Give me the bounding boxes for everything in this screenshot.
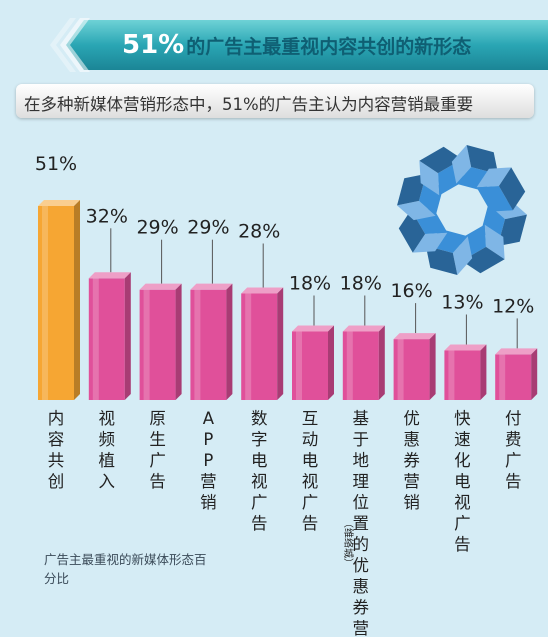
value-label: 16% xyxy=(390,280,432,302)
value-label: 29% xyxy=(136,217,178,239)
value-label: 51% xyxy=(35,153,77,175)
category-label: 互动电视广告 xyxy=(302,409,319,533)
category-label: A P P 营销 xyxy=(200,409,217,512)
subtitle-bar: 在多种新媒体营销形态中，51%的广告主认为内容营销最重要 xyxy=(16,84,534,118)
value-label: 12% xyxy=(492,295,534,317)
title-banner xyxy=(0,14,548,72)
category-label: 原生广告 xyxy=(149,409,166,491)
bar xyxy=(342,325,385,400)
page-title: 51% 的广告主最重视内容共创的新形态 xyxy=(122,30,471,60)
bar xyxy=(241,287,284,400)
category-label: 优惠券营销 xyxy=(403,409,420,512)
bar xyxy=(292,325,334,400)
title-percentage: 51% xyxy=(122,30,185,60)
value-label: 18% xyxy=(289,273,331,295)
category-label: 快速化电视广告 xyxy=(454,409,471,554)
value-labels: 51% 32% 29% 29% 28% 18% 18% 16% 13% 12% xyxy=(35,153,534,317)
title-text: 的广告主最重视内容共创的新形态 xyxy=(186,36,472,58)
bar xyxy=(38,200,80,400)
bar xyxy=(393,333,436,400)
cube-icon xyxy=(476,167,526,212)
value-label: 32% xyxy=(86,205,128,227)
bar xyxy=(444,344,487,400)
bar xyxy=(139,283,182,400)
category-label: 基于地理位置的优惠券营销 xyxy=(353,409,370,637)
value-label: 29% xyxy=(187,217,229,239)
value-label: 13% xyxy=(441,292,483,314)
value-label: 28% xyxy=(238,221,280,243)
bar xyxy=(88,272,131,400)
value-label: 18% xyxy=(340,273,382,295)
subtitle: 在多种新媒体营销形态中，51%的广告主认为内容营销最重要 xyxy=(24,95,474,114)
category-label: 数字电视广告 xyxy=(251,409,268,533)
bar xyxy=(495,348,538,400)
cube-ring-decoration xyxy=(397,145,527,275)
category-label: 视频植入 xyxy=(99,409,116,491)
category-label: 内容共创 xyxy=(48,409,65,491)
category-label: 付费广告 xyxy=(505,409,522,491)
bar xyxy=(190,283,233,400)
footnote: 广告主最重视的新媒体形态百分比 xyxy=(44,552,207,586)
category-labels: 内容共创 视频植入 原生广告 A P P 营销 数字电视广告 互动电视广告 基于地理位置的优惠券营… xyxy=(48,409,522,637)
bars xyxy=(38,200,538,400)
banner-ribbon xyxy=(50,18,548,72)
leader-lines xyxy=(110,228,518,349)
category-note: （维络城） xyxy=(342,518,355,568)
